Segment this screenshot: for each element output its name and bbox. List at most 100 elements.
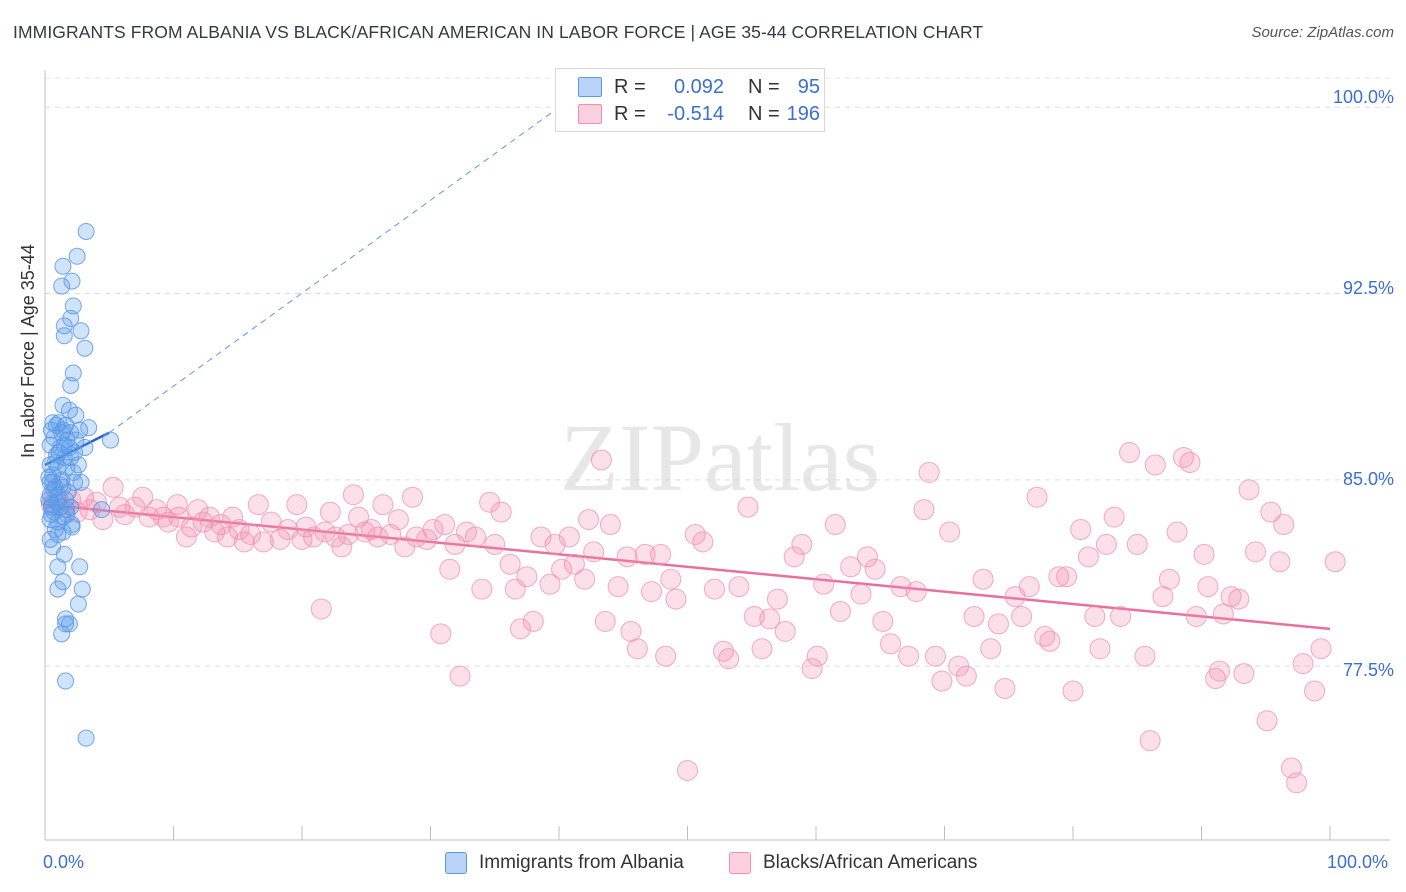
data-point-albania — [53, 625, 71, 643]
legend-r-label: R = — [614, 102, 646, 125]
data-point-black — [1260, 501, 1282, 523]
data-point-black — [449, 665, 471, 687]
data-point-black — [558, 526, 580, 548]
data-point-albania — [49, 580, 67, 598]
data-point-black — [522, 610, 544, 632]
series-legend-swatch-albania — [445, 852, 467, 874]
data-point-black — [337, 523, 359, 545]
data-point-black — [509, 618, 531, 640]
data-point-black — [574, 568, 596, 590]
data-point-black — [1185, 605, 1207, 627]
data-point-black — [684, 523, 706, 545]
data-point-black — [840, 556, 862, 578]
data-point-black — [918, 461, 940, 483]
data-point-black — [439, 558, 461, 580]
data-point-albania — [63, 516, 81, 534]
series-legend-black[interactable]: Blacks/African Americans — [729, 852, 977, 874]
data-point-albania — [58, 501, 76, 519]
series-blacks-african-americans — [40, 442, 1346, 794]
data-point-albania — [93, 501, 111, 519]
data-point-black — [759, 608, 781, 630]
data-point-black — [1018, 576, 1040, 598]
data-point-black — [1139, 730, 1161, 752]
data-point-black — [939, 521, 961, 543]
data-point-albania — [66, 444, 84, 462]
data-point-black — [824, 514, 846, 536]
data-point-black — [783, 546, 805, 568]
data-point-black — [1077, 546, 1099, 568]
data-point-black — [1310, 638, 1332, 660]
data-point-black — [114, 504, 136, 526]
data-point-black — [766, 588, 788, 610]
data-point-black — [563, 553, 585, 575]
data-point-black — [1212, 603, 1234, 625]
data-point-black — [641, 581, 663, 603]
data-point-black — [1179, 451, 1201, 473]
data-point-black — [856, 546, 878, 568]
data-point-black — [240, 523, 262, 545]
series-immigrants-from-albania — [40, 222, 120, 747]
data-point-black — [925, 645, 947, 667]
data-point-black — [913, 499, 935, 521]
data-point-albania — [76, 439, 94, 457]
series-legend: Immigrants from Albania Blacks/African A… — [0, 852, 1406, 878]
data-point-black — [813, 573, 835, 595]
data-point-black — [806, 645, 828, 667]
data-point-albania — [55, 448, 73, 466]
data-point-black — [655, 645, 677, 667]
data-point-black — [850, 583, 872, 605]
series-legend-albania[interactable]: Immigrants from Albania — [445, 852, 684, 874]
data-point-black — [1269, 551, 1291, 573]
axes — [44, 70, 1390, 841]
data-point-albania — [40, 491, 58, 509]
data-point-black — [1144, 454, 1166, 476]
watermark: ZIPatlas — [560, 404, 880, 511]
data-point-albania — [57, 672, 75, 690]
data-point-black — [464, 526, 486, 548]
data-point-black — [634, 543, 656, 565]
data-point-black — [1244, 541, 1266, 563]
data-point-black — [422, 519, 444, 541]
data-point-black — [187, 499, 209, 521]
data-point-albania — [64, 297, 82, 315]
data-point-black — [516, 566, 538, 588]
data-point-black — [132, 486, 154, 508]
data-point-black — [175, 526, 197, 548]
data-point-black — [342, 484, 364, 506]
data-point-black — [324, 526, 346, 548]
data-point-black — [774, 620, 796, 642]
data-point-black — [607, 576, 629, 598]
data-point-black — [728, 576, 750, 598]
data-point-black — [1048, 566, 1070, 588]
data-point-albania — [69, 595, 87, 613]
data-point-black — [880, 633, 902, 655]
data-point-black — [1103, 506, 1125, 528]
data-point-black — [594, 610, 616, 632]
data-point-albania — [102, 431, 120, 449]
data-point-black — [972, 568, 994, 590]
data-point-albania — [64, 364, 82, 382]
data-point-albania — [63, 272, 81, 290]
legend-row-black: R = -0.514 N = 196 — [578, 101, 820, 127]
data-point-black — [484, 533, 506, 555]
data-point-black — [471, 578, 493, 600]
data-point-black — [703, 578, 725, 600]
series-legend-label: Blacks/African Americans — [763, 852, 978, 873]
data-point-black — [1286, 772, 1308, 794]
legend-r-value: 0.092 — [673, 75, 724, 98]
data-point-black — [102, 476, 124, 498]
chart-title: IMMIGRANTS FROM ALBANIA VS BLACK/AFRICAN… — [13, 22, 984, 42]
data-point-black — [751, 638, 773, 660]
data-point-albania — [77, 729, 95, 747]
data-point-black — [980, 638, 1002, 660]
data-point-black — [677, 759, 698, 781]
data-point-black — [222, 506, 244, 528]
legend-r-value: -0.514 — [667, 102, 724, 125]
data-point-black — [372, 494, 394, 516]
data-point-albania — [53, 277, 71, 295]
data-point-black — [1228, 588, 1250, 610]
y-tick-label: 77.5% — [1342, 660, 1394, 680]
data-point-albania — [46, 453, 64, 471]
data-point-black — [1208, 660, 1230, 682]
data-point-black — [1193, 543, 1215, 565]
